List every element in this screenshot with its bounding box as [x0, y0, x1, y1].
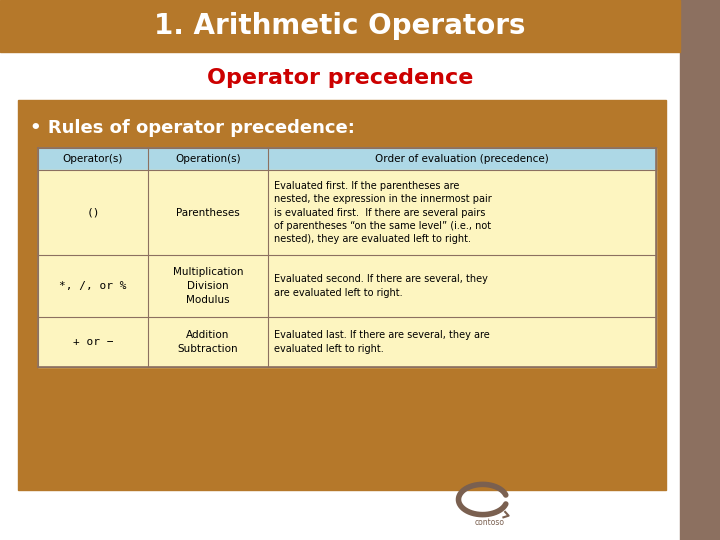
Text: Evaluated second. If there are several, they
are evaluated left to right.: Evaluated second. If there are several, … — [274, 274, 488, 298]
Bar — [38, 255, 656, 317]
Text: 1. Arithmetic Operators: 1. Arithmetic Operators — [154, 12, 526, 40]
Text: • Rules of operator precedence:: • Rules of operator precedence: — [30, 119, 355, 137]
Text: Addition
Subtraction: Addition Subtraction — [178, 330, 238, 354]
Bar — [38, 148, 656, 170]
Bar — [0, 0, 680, 52]
Text: Operation(s): Operation(s) — [175, 154, 240, 164]
Text: (): () — [86, 207, 100, 218]
Text: Evaluated last. If there are several, they are
evaluated left to right.: Evaluated last. If there are several, th… — [274, 330, 490, 354]
Text: Evaluated first. If the parentheses are
nested, the expression in the innermost : Evaluated first. If the parentheses are … — [274, 181, 492, 244]
Text: contoso: contoso — [474, 518, 505, 527]
Bar — [38, 170, 656, 255]
Text: Order of evaluation (precedence): Order of evaluation (precedence) — [375, 154, 549, 164]
Text: Operator(s): Operator(s) — [63, 154, 123, 164]
Bar — [18, 100, 666, 490]
Bar — [680, 0, 720, 540]
Text: Operator precedence: Operator precedence — [207, 68, 473, 88]
Text: Multiplication
Division
Modulus: Multiplication Division Modulus — [173, 267, 243, 305]
Text: + or −: + or − — [73, 337, 113, 347]
Bar — [38, 317, 656, 367]
Text: Parentheses: Parentheses — [176, 207, 240, 218]
Text: *, /, or %: *, /, or % — [59, 281, 127, 291]
